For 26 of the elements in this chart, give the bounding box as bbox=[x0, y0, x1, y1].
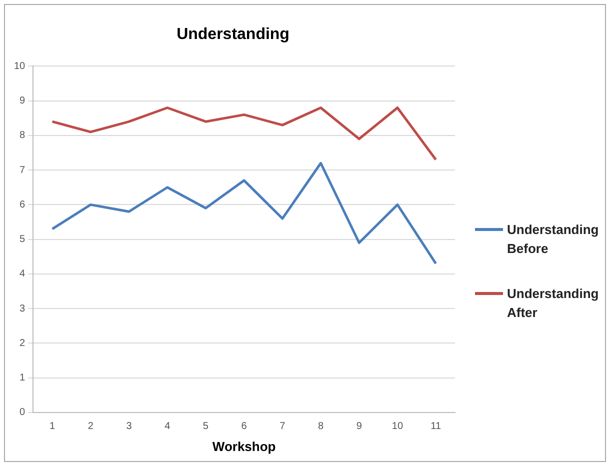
y-tick-label: 8 bbox=[20, 130, 26, 142]
y-tick-label: 9 bbox=[20, 96, 26, 107]
x-tick-label: 9 bbox=[356, 421, 362, 432]
y-tick-label: 10 bbox=[14, 60, 26, 72]
y-tick-label: 3 bbox=[20, 303, 26, 314]
y-tick-label: 4 bbox=[20, 268, 26, 280]
x-tick-label: 1 bbox=[50, 421, 56, 432]
y-tick-label: 2 bbox=[20, 338, 26, 349]
x-tick-label: 3 bbox=[126, 421, 132, 432]
y-tick-label: 1 bbox=[20, 372, 26, 384]
x-tick-label: 11 bbox=[430, 421, 442, 432]
chart-title: Understanding bbox=[176, 26, 290, 44]
y-tick-label: 6 bbox=[20, 199, 26, 210]
x-tick-label: 6 bbox=[241, 421, 248, 432]
y-tick-label: 0 bbox=[20, 407, 26, 418]
legend-label: Understanding After bbox=[507, 285, 600, 322]
x-tick-label: 7 bbox=[280, 421, 286, 432]
y-tick-label: 5 bbox=[20, 234, 26, 246]
x-axis-title: Workshop bbox=[212, 438, 276, 454]
x-tick-label: 4 bbox=[164, 421, 171, 432]
x-tick-label: 8 bbox=[318, 421, 324, 432]
x-tick-label: 2 bbox=[88, 421, 94, 432]
x-tick-label: 5 bbox=[202, 421, 209, 432]
x-tick-label: 10 bbox=[392, 421, 404, 432]
y-tick-label: 7 bbox=[20, 164, 26, 176]
legend-label: Understanding Before bbox=[507, 221, 600, 258]
